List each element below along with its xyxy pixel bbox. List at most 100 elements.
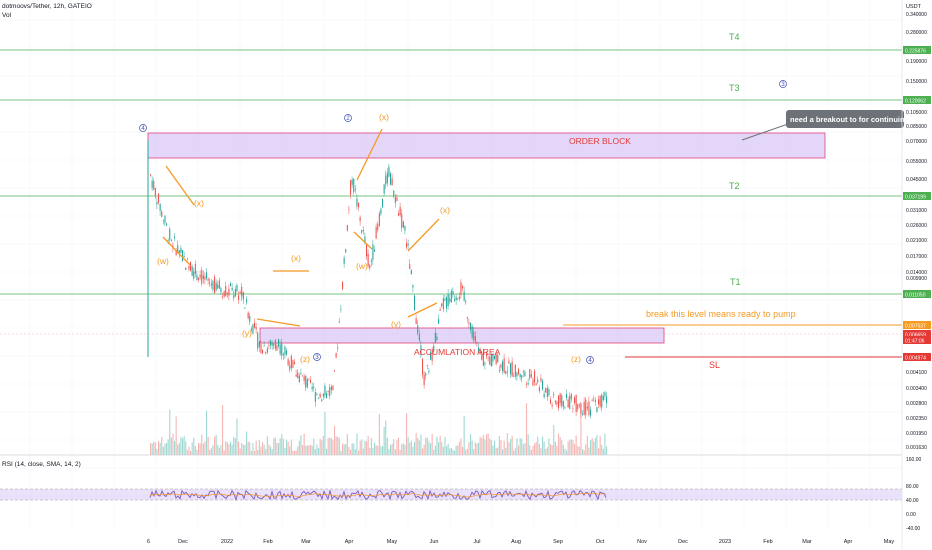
rsi-tick: 40.00 — [906, 498, 919, 504]
volume-bar — [457, 445, 459, 455]
time-tick: Mar — [802, 539, 812, 545]
candle-body — [334, 370, 336, 372]
time-axis[interactable]: 6 Dec 2022 Feb Mar Apr May Jun Jul Aug Sep Oct Nov D… — [147, 539, 894, 545]
t4-label: T4 — [729, 32, 740, 42]
callout-box — [786, 110, 904, 128]
candle-body — [238, 295, 240, 301]
volume-bar — [543, 441, 545, 455]
breakout-callout[interactable]: need a breakout to for continuing — [741, 110, 910, 141]
volume-bar — [556, 445, 558, 455]
volume-bar — [180, 436, 182, 455]
candle-body — [494, 355, 496, 359]
price-tick: 0.105000 — [906, 110, 927, 116]
wave-number-2: 2 — [346, 116, 350, 122]
volume-bar — [342, 443, 344, 455]
candle-body — [484, 362, 486, 365]
candle-body — [310, 379, 312, 383]
volume-bar — [577, 446, 579, 455]
wave-line-7 — [407, 218, 440, 252]
volume-bar — [367, 436, 369, 455]
candle-body — [345, 249, 347, 253]
candle-body — [180, 247, 182, 253]
rsi-pane[interactable]: RSI (14, close, SMA, 14, 2) — [0, 454, 902, 501]
candle-body — [362, 229, 364, 232]
candle-body — [498, 370, 500, 372]
candle-body — [250, 328, 252, 331]
rsi-sma-line — [149, 492, 607, 498]
volume-bar — [274, 437, 276, 455]
candle-body — [481, 354, 483, 360]
volume-bar — [391, 443, 393, 455]
volume-bar — [566, 450, 568, 455]
candle-body — [566, 394, 568, 398]
candle-body — [210, 283, 212, 286]
candle-body — [332, 385, 334, 391]
candle-body — [159, 203, 161, 211]
volume-bar — [596, 435, 598, 455]
volume-bar — [356, 433, 358, 455]
candle-body — [388, 166, 390, 177]
volume-bar — [490, 440, 492, 455]
volume-bar — [306, 445, 308, 455]
volume-bar — [401, 444, 403, 455]
volume-bar — [537, 436, 539, 455]
candle-body — [281, 343, 283, 356]
candle-body — [606, 396, 608, 404]
candle-body — [586, 406, 588, 409]
volume-bar — [377, 445, 379, 455]
candle-body — [234, 288, 236, 297]
volume-bar — [511, 435, 513, 455]
candle-body — [582, 413, 584, 415]
order-block-zone[interactable] — [147, 132, 826, 159]
candle-body — [550, 399, 552, 404]
candle-body — [257, 332, 259, 349]
accumulation-zone[interactable] — [259, 327, 665, 344]
candle-body — [230, 283, 232, 287]
candle-body — [225, 286, 227, 297]
volume-bar — [287, 441, 289, 455]
volume-bar — [150, 443, 152, 455]
candle-body — [542, 380, 544, 390]
candle-body — [454, 299, 456, 301]
candle-body — [199, 274, 201, 278]
volume-bar — [502, 449, 504, 455]
volume-bar — [601, 444, 603, 455]
candle-body — [513, 376, 515, 378]
price-axis[interactable]: USDT 0.340000 0.280000 0.190000 0.150000 0.1… — [901, 0, 931, 550]
candle-body — [466, 317, 468, 319]
candle-body — [303, 376, 305, 381]
volume-bar — [359, 440, 361, 455]
volume-bar — [382, 446, 384, 455]
time-tick: Sep — [553, 539, 563, 545]
volume-bar — [409, 442, 411, 455]
candle-body — [390, 173, 392, 185]
candle-body — [583, 402, 585, 415]
volume-bar — [527, 434, 529, 455]
volume-bar — [185, 441, 187, 455]
candle-body — [313, 386, 315, 388]
candle-body — [518, 368, 520, 374]
candle-body — [404, 225, 406, 231]
volume-bar — [290, 439, 292, 455]
volume-bar — [212, 445, 214, 455]
volume-bar — [407, 437, 409, 455]
volume-bar — [340, 450, 342, 455]
volume-bar — [358, 450, 360, 455]
volume-bar — [530, 449, 532, 455]
candle-body — [452, 290, 454, 295]
candle-body — [495, 353, 497, 365]
candle-body — [447, 293, 449, 307]
volume-bar — [250, 450, 252, 455]
volume-bar — [474, 442, 476, 455]
candle-body — [562, 400, 564, 408]
wave-line-6 — [353, 231, 373, 250]
candle-body — [273, 344, 275, 346]
candle-body — [258, 342, 260, 347]
volume-bar — [524, 443, 526, 455]
volume-bar — [174, 441, 176, 455]
volume-bars — [150, 403, 608, 455]
candle-body — [476, 341, 478, 343]
candle-body — [561, 395, 563, 406]
callout-text: need a breakout to for continuing — [790, 115, 910, 124]
